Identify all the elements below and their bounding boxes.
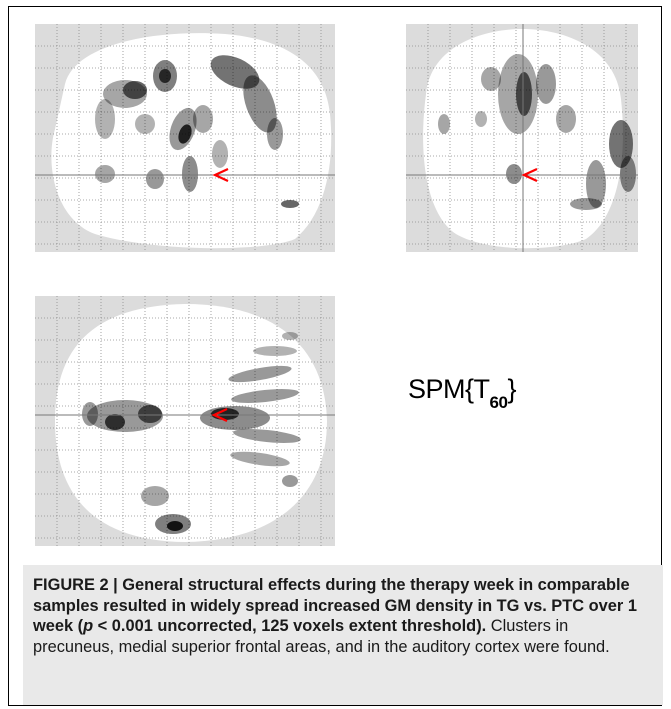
marker-arrow — [212, 168, 229, 182]
coronal-view — [406, 24, 638, 252]
sagittal-svg — [35, 24, 335, 252]
spm-label-closing: } — [507, 374, 516, 404]
marker-arrow — [521, 168, 538, 182]
spm-statistic-label: SPM{T60} — [408, 374, 516, 412]
grid — [35, 24, 335, 252]
activation-clusters — [95, 55, 299, 208]
spm-label-subscript: 60 — [489, 393, 508, 412]
caption-body: Clusters in precuneus, medial superior f… — [33, 617, 610, 656]
marker-arrow — [211, 408, 228, 422]
grid — [35, 296, 335, 546]
figure-caption: FIGURE 2 | General structural effects du… — [33, 575, 648, 657]
caption-p-symbol: p — [83, 617, 94, 635]
activation-clusters — [82, 332, 301, 534]
coronal-svg — [406, 24, 638, 252]
grid — [406, 24, 638, 252]
caption-background — [23, 565, 663, 705]
activation-clusters — [438, 54, 636, 210]
caption-bold-lead: FIGURE 2 | General structural effects du… — [33, 576, 637, 635]
axial-view — [35, 296, 335, 546]
axial-svg — [35, 296, 335, 546]
caption-bold-tail: < 0.001 uncorrected, 125 voxels extent t… — [93, 617, 487, 635]
spm-label-text: SPM{T — [408, 374, 490, 404]
sagittal-view — [35, 24, 335, 252]
